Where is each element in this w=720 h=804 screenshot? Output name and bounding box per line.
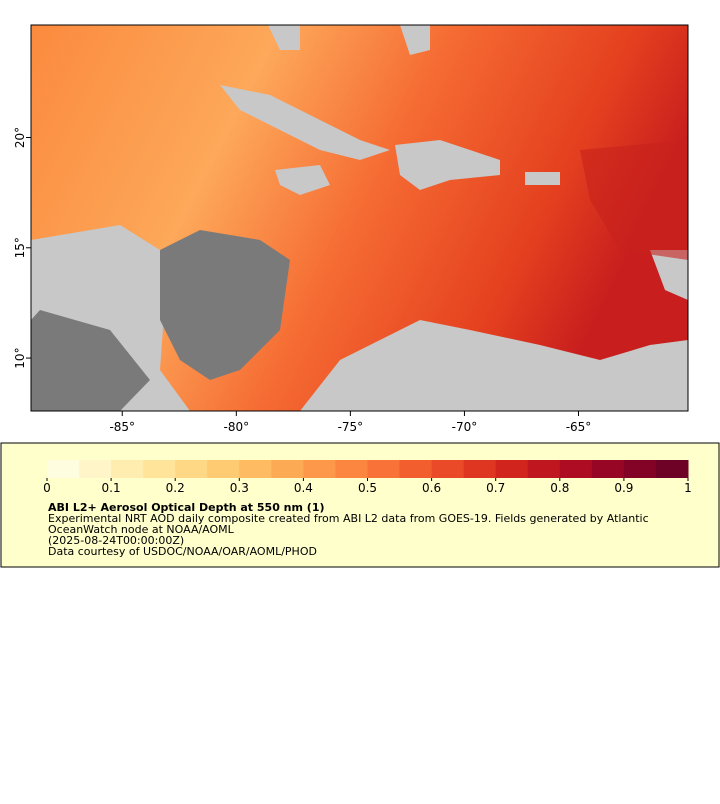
- colorbar-tick-label: 0.7: [486, 481, 505, 495]
- colorbar-swatch: [207, 460, 240, 478]
- legend-line: OceanWatch node at NOAA/AOML: [48, 523, 235, 536]
- colorbar-tick-label: 0.2: [166, 481, 185, 495]
- colorbar-tick-label: 0.1: [102, 481, 121, 495]
- colorbar-tick-label: 1: [684, 481, 692, 495]
- colorbar-swatch: [591, 460, 625, 478]
- colorbar-swatch: [303, 460, 336, 478]
- colorbar-swatch: [111, 460, 144, 478]
- colorbar-tick-label: 0.9: [614, 481, 633, 495]
- colorbar-tick-label: 0.8: [550, 481, 569, 495]
- colorbar-swatch: [463, 460, 497, 478]
- colorbar-swatch: [367, 460, 401, 478]
- colorbar-swatch: [47, 460, 80, 478]
- colorbar-swatch: [335, 460, 368, 478]
- colorbar-swatch: [431, 460, 465, 478]
- x-tick-label: -65°: [566, 420, 592, 434]
- colorbar-tick-label: 0: [43, 481, 51, 495]
- legend-line: Experimental NRT AOD daily composite cre…: [48, 512, 649, 525]
- colorbar-tick-label: 0.3: [230, 481, 249, 495]
- colorbar-swatch: [239, 460, 272, 478]
- colorbar-swatch: [271, 460, 304, 478]
- y-tick-label: 15°: [13, 237, 27, 258]
- colorbar-swatch: [175, 460, 208, 478]
- colorbar-tick-label: 0.4: [294, 481, 313, 495]
- legend-line: Data courtesy of USDOC/NOAA/OAR/AOML/PHO…: [48, 545, 317, 558]
- legend-title: ABI L2+ Aerosol Optical Depth at 550 nm …: [48, 501, 325, 514]
- colorbar-tick-label: 0.5: [358, 481, 377, 495]
- colorbar-swatch: [495, 460, 529, 478]
- colorbar-swatch: [143, 460, 176, 478]
- x-tick-label: -85°: [109, 420, 135, 434]
- x-tick-label: -75°: [338, 420, 364, 434]
- y-tick-label: 20°: [13, 127, 27, 148]
- x-tick-label: -70°: [452, 420, 478, 434]
- colorbar-swatch: [399, 460, 433, 478]
- y-tick-label: 10°: [13, 347, 27, 368]
- colorbar-swatch: [655, 460, 689, 478]
- x-tick-label: -80°: [224, 420, 250, 434]
- map-frame: [30, 24, 689, 412]
- map-raster: [31, 25, 688, 411]
- colorbar-tick-label: 0.6: [422, 481, 441, 495]
- colorbar-swatch: [527, 460, 561, 478]
- colorbar-swatch: [623, 460, 657, 478]
- colorbar-swatch: [79, 460, 112, 478]
- colorbar-swatch: [559, 460, 593, 478]
- legend-line: (2025-08-24T00:00:00Z): [48, 534, 184, 547]
